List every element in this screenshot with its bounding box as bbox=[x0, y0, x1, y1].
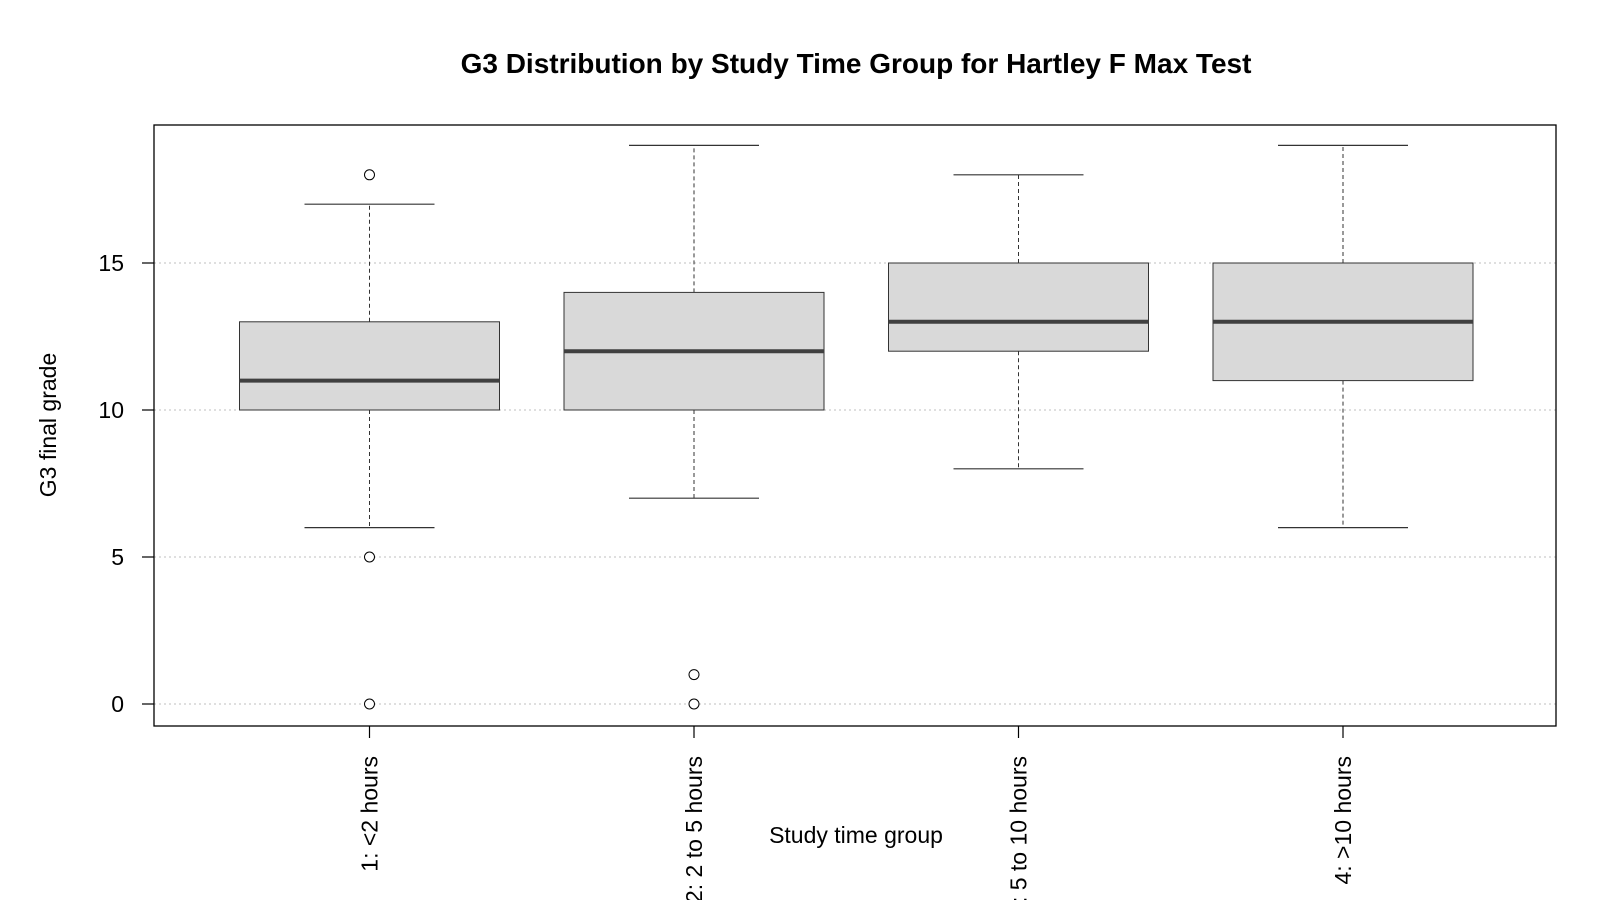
boxes bbox=[239, 144, 1474, 710]
outlier-point bbox=[688, 698, 700, 710]
y-tick-label: 5 bbox=[111, 544, 124, 570]
y-axis-label: G3 final grade bbox=[35, 353, 61, 497]
y-tick-label: 10 bbox=[98, 397, 124, 423]
outlier-point bbox=[364, 698, 375, 710]
y-tick-label: 0 bbox=[111, 691, 124, 717]
x-tick-label: 4: >10 hours bbox=[1330, 756, 1356, 885]
x-tick-label: 3: 5 to 10 hours bbox=[1006, 756, 1032, 900]
axes: 0 5 10 15 1: <2 hours 2: 2 to 5 hours 3: 5 to … bbox=[98, 250, 1356, 900]
chart-title: G3 Distribution by Study Time Group for … bbox=[461, 48, 1252, 79]
box-group bbox=[1212, 144, 1474, 529]
gridlines bbox=[154, 262, 1556, 705]
y-tick-label: 15 bbox=[98, 250, 124, 276]
box-group bbox=[563, 144, 825, 710]
x-tick-label: 2: 2 to 5 hours bbox=[681, 756, 707, 900]
outlier-point bbox=[688, 669, 700, 681]
outlier-point bbox=[364, 169, 375, 181]
box-iqr bbox=[888, 262, 1149, 352]
x-axis-label: Study time group bbox=[769, 822, 943, 848]
plot-frame bbox=[153, 124, 1557, 727]
box-group bbox=[239, 169, 500, 710]
box-group bbox=[888, 174, 1149, 470]
x-tick-label: 1: <2 hours bbox=[357, 756, 383, 872]
outlier-point bbox=[364, 551, 375, 563]
box-iqr bbox=[239, 321, 500, 411]
